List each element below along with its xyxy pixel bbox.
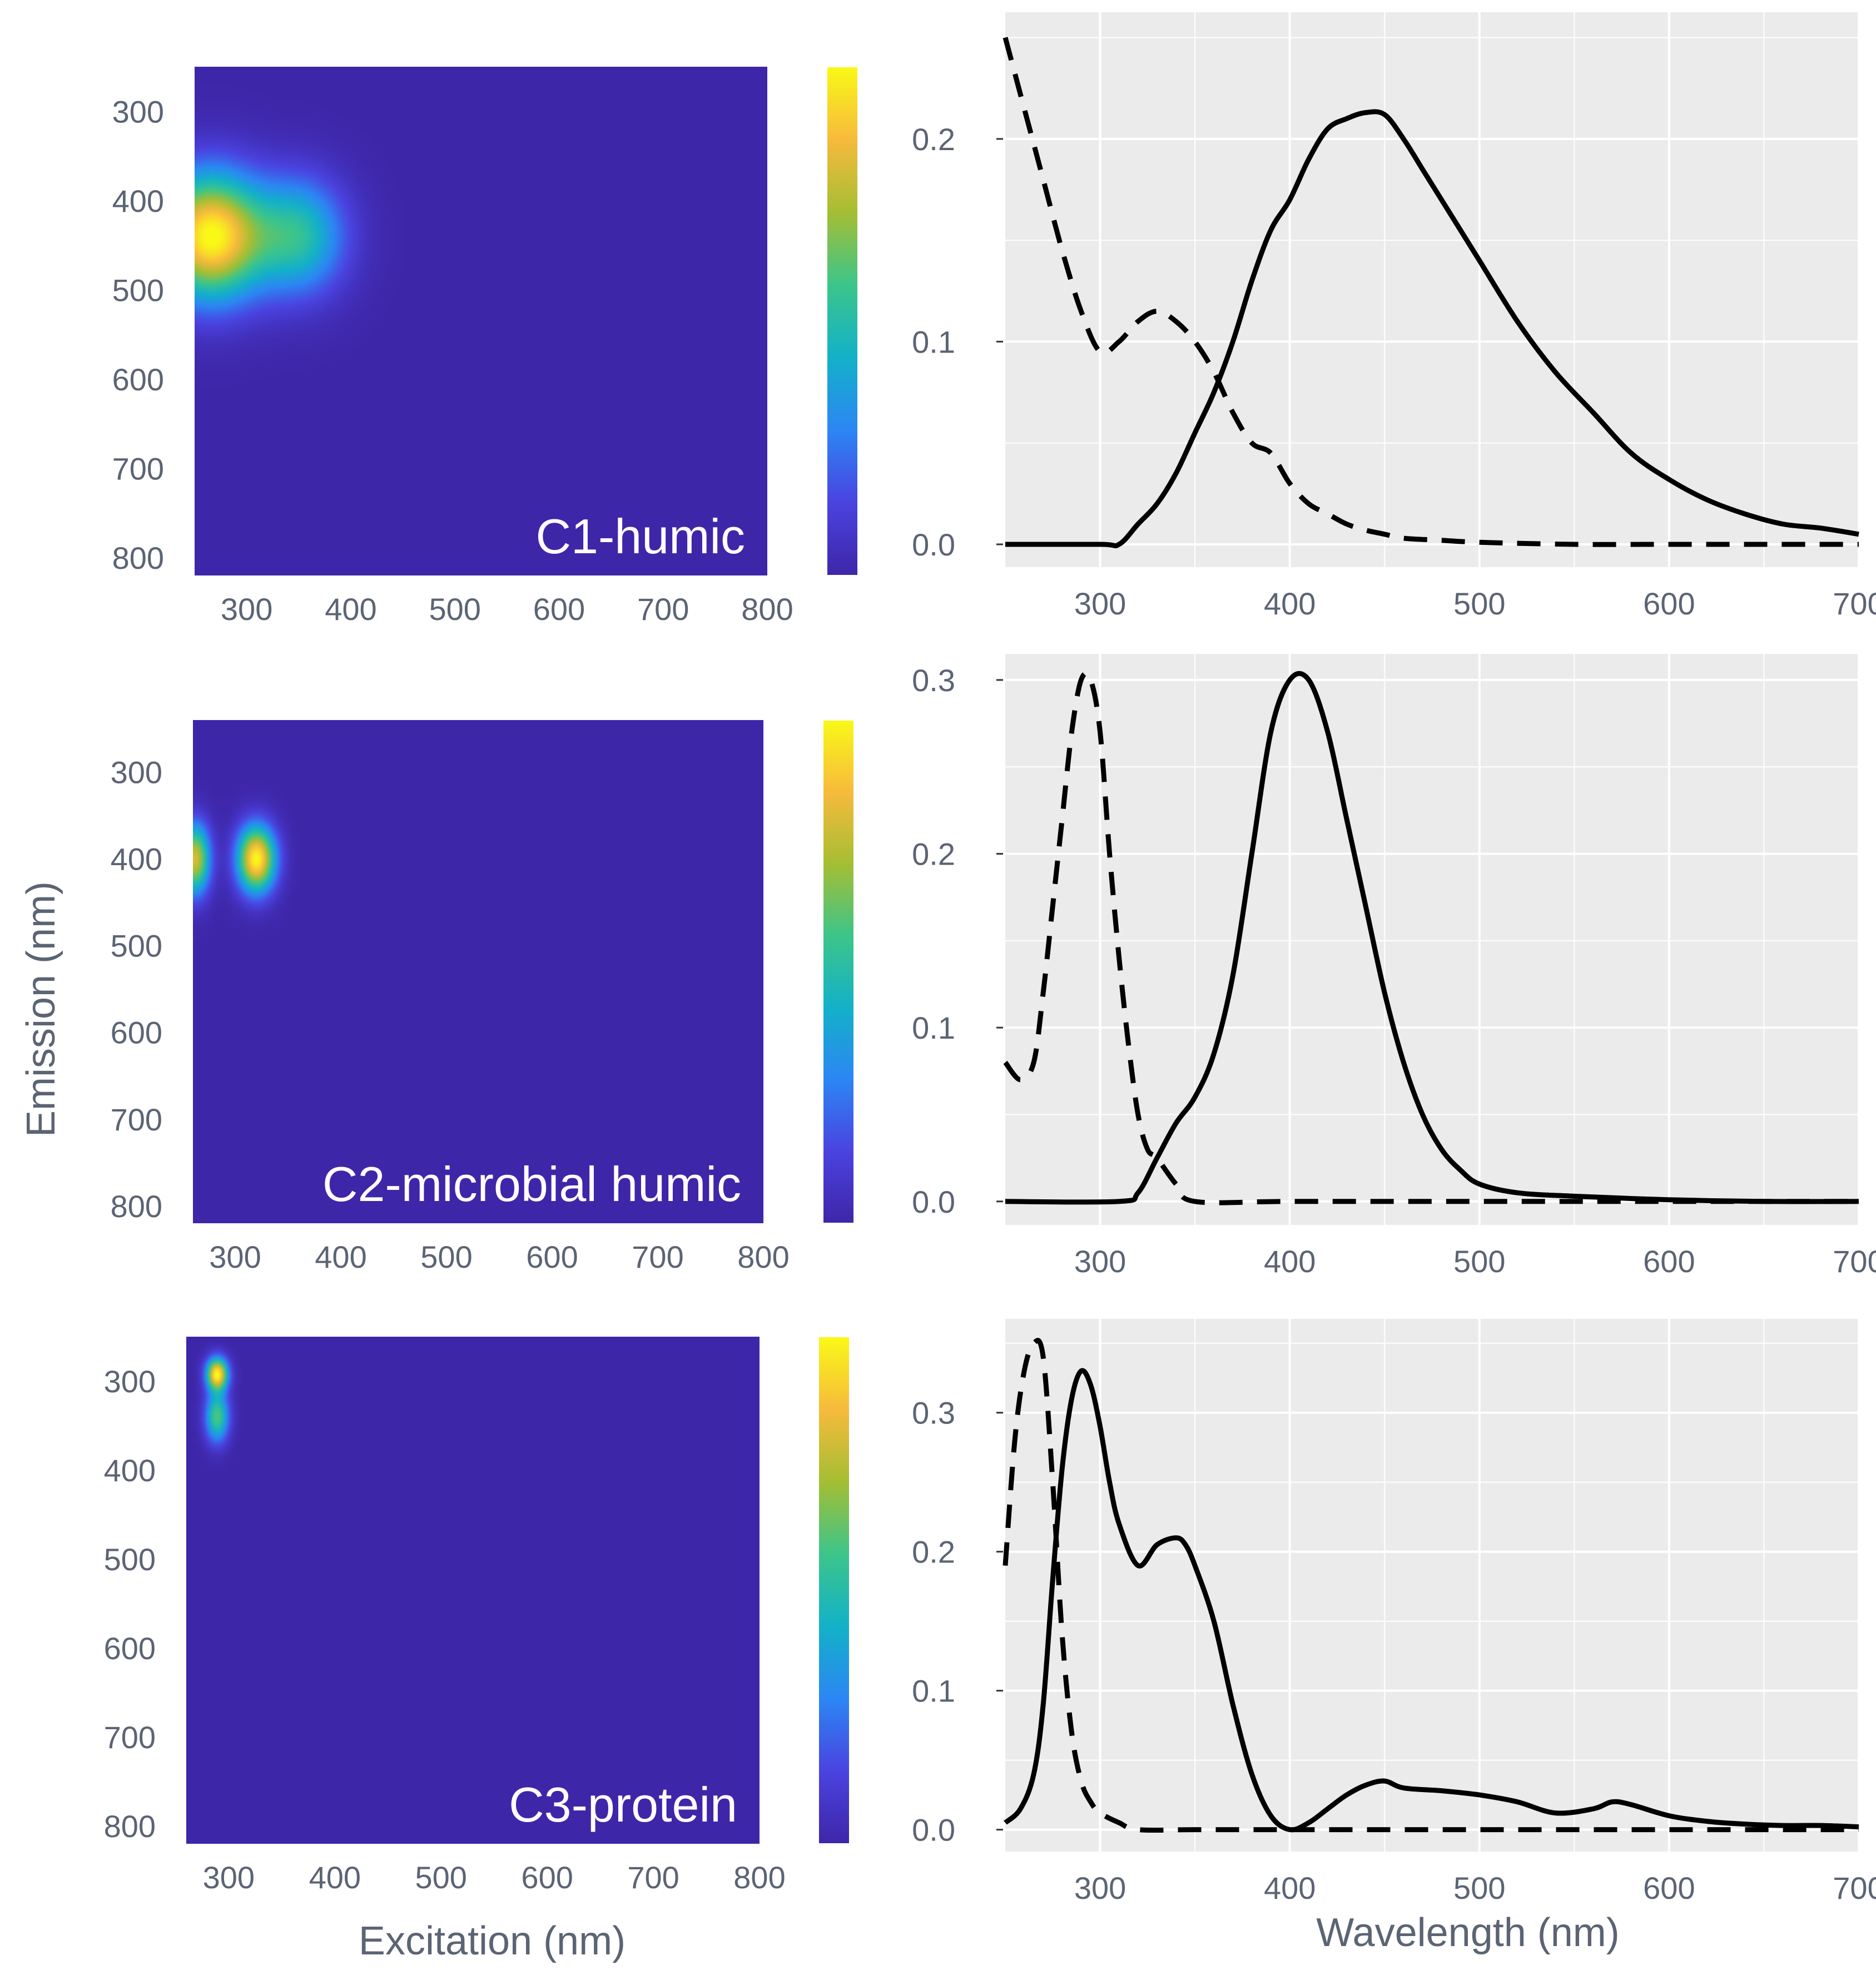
y-tick-label: 0.0	[912, 1813, 955, 1848]
eem-map-3	[186, 1337, 760, 1844]
x-tick-label: 600	[526, 1239, 578, 1274]
x-tick-label: 600	[533, 592, 585, 627]
x-tick-label: 700	[637, 592, 689, 627]
excitation-loading-line-2	[1003, 671, 1859, 1205]
x-tick-label: 700	[1833, 586, 1876, 621]
y-tick-label: 400	[104, 1453, 156, 1488]
plot-panel-3	[1005, 1319, 1859, 1852]
y-tick-label: 0.1	[912, 1010, 955, 1045]
colorbar-3	[818, 1336, 850, 1844]
y-tick-label: 400	[111, 842, 162, 877]
x-tick-label: 800	[733, 1860, 785, 1895]
plot-panel-1	[1005, 12, 1859, 567]
x-tick-label: 800	[737, 1239, 789, 1274]
y-tick-label: 0.1	[912, 1674, 955, 1709]
eem-map-2	[193, 720, 763, 1223]
plot-panel-2	[1005, 654, 1859, 1225]
y-tick-label: 0.3	[912, 1396, 955, 1431]
x-tick-label: 700	[632, 1239, 683, 1274]
x-tick-label: 800	[741, 592, 793, 627]
emission-loading-line-2	[1005, 671, 1859, 1205]
y-tick-label: 300	[111, 755, 162, 790]
y-tick-label: 500	[104, 1542, 156, 1577]
x-tick-label: 600	[1643, 586, 1695, 621]
y-tick-label: 0.2	[912, 837, 955, 872]
x-tick-label: 700	[1833, 1870, 1876, 1905]
y-tick-label: 700	[104, 1720, 156, 1755]
y-tick-label: 0.1	[912, 324, 955, 359]
x-tick-label: 300	[209, 1239, 261, 1274]
eem-map-1	[195, 67, 767, 575]
emission-loading-line-3	[1003, 1368, 1859, 1833]
x-tick-label: 500	[429, 592, 480, 627]
y-tick-label: 600	[112, 362, 164, 397]
component-label: C3-protein	[509, 1777, 737, 1832]
excitation-loading-line-3	[1002, 1338, 1859, 1833]
x-tick-label: 500	[415, 1860, 467, 1895]
x-tick-label: 500	[1453, 1870, 1505, 1905]
x-tick-label: 400	[1264, 1244, 1316, 1279]
component-label: C2-microbial humic	[322, 1157, 741, 1212]
x-tick-label: 700	[1833, 1244, 1876, 1279]
y-tick-label: 600	[111, 1015, 162, 1050]
y-tick-label: 0.2	[912, 1535, 955, 1570]
emission-loading-line-1	[1005, 109, 1859, 549]
excitation-axis-title: Excitation (nm)	[359, 1919, 626, 1963]
y-tick-label: 800	[111, 1189, 162, 1224]
component-label: C1-humic	[535, 509, 745, 564]
y-tick-label: 300	[112, 94, 164, 129]
x-tick-label: 600	[1643, 1870, 1695, 1905]
x-tick-label: 300	[203, 1860, 255, 1895]
x-tick-label: 300	[1074, 1870, 1126, 1905]
y-tick-label: 600	[104, 1631, 156, 1666]
colorbar-1	[826, 66, 858, 576]
x-tick-label: 600	[1643, 1244, 1695, 1279]
x-tick-label: 400	[309, 1860, 361, 1895]
y-tick-label: 700	[112, 451, 164, 486]
x-tick-label: 300	[1074, 1244, 1126, 1279]
y-tick-label: 500	[112, 272, 164, 307]
x-tick-label: 400	[325, 592, 376, 627]
x-tick-label: 500	[1453, 586, 1505, 621]
excitation-loading-line-1	[1002, 37, 1859, 547]
y-tick-label: 300	[104, 1364, 156, 1399]
y-tick-label: 0.0	[912, 527, 955, 562]
x-tick-label: 400	[315, 1239, 366, 1274]
y-tick-label: 400	[112, 183, 164, 219]
x-tick-label: 700	[627, 1860, 679, 1895]
y-tick-label: 0.0	[912, 1184, 955, 1219]
y-tick-label: 0.2	[912, 122, 955, 157]
x-tick-label: 500	[420, 1239, 472, 1274]
y-tick-label: 0.3	[912, 663, 955, 698]
x-tick-label: 400	[1264, 1870, 1316, 1905]
x-tick-label: 600	[521, 1860, 573, 1895]
colorbar-2	[822, 719, 855, 1224]
wavelength-axis-title: Wavelength (nm)	[1316, 1910, 1620, 1955]
x-tick-label: 300	[221, 592, 272, 627]
y-tick-label: 500	[111, 929, 162, 964]
y-tick-label: 700	[111, 1102, 162, 1137]
y-tick-label: 800	[112, 540, 164, 575]
emission-axis-title: Emission (nm)	[19, 881, 63, 1137]
x-tick-label: 400	[1264, 586, 1316, 621]
x-tick-label: 500	[1453, 1244, 1505, 1279]
x-tick-label: 300	[1074, 586, 1126, 621]
y-tick-label: 800	[104, 1809, 156, 1844]
